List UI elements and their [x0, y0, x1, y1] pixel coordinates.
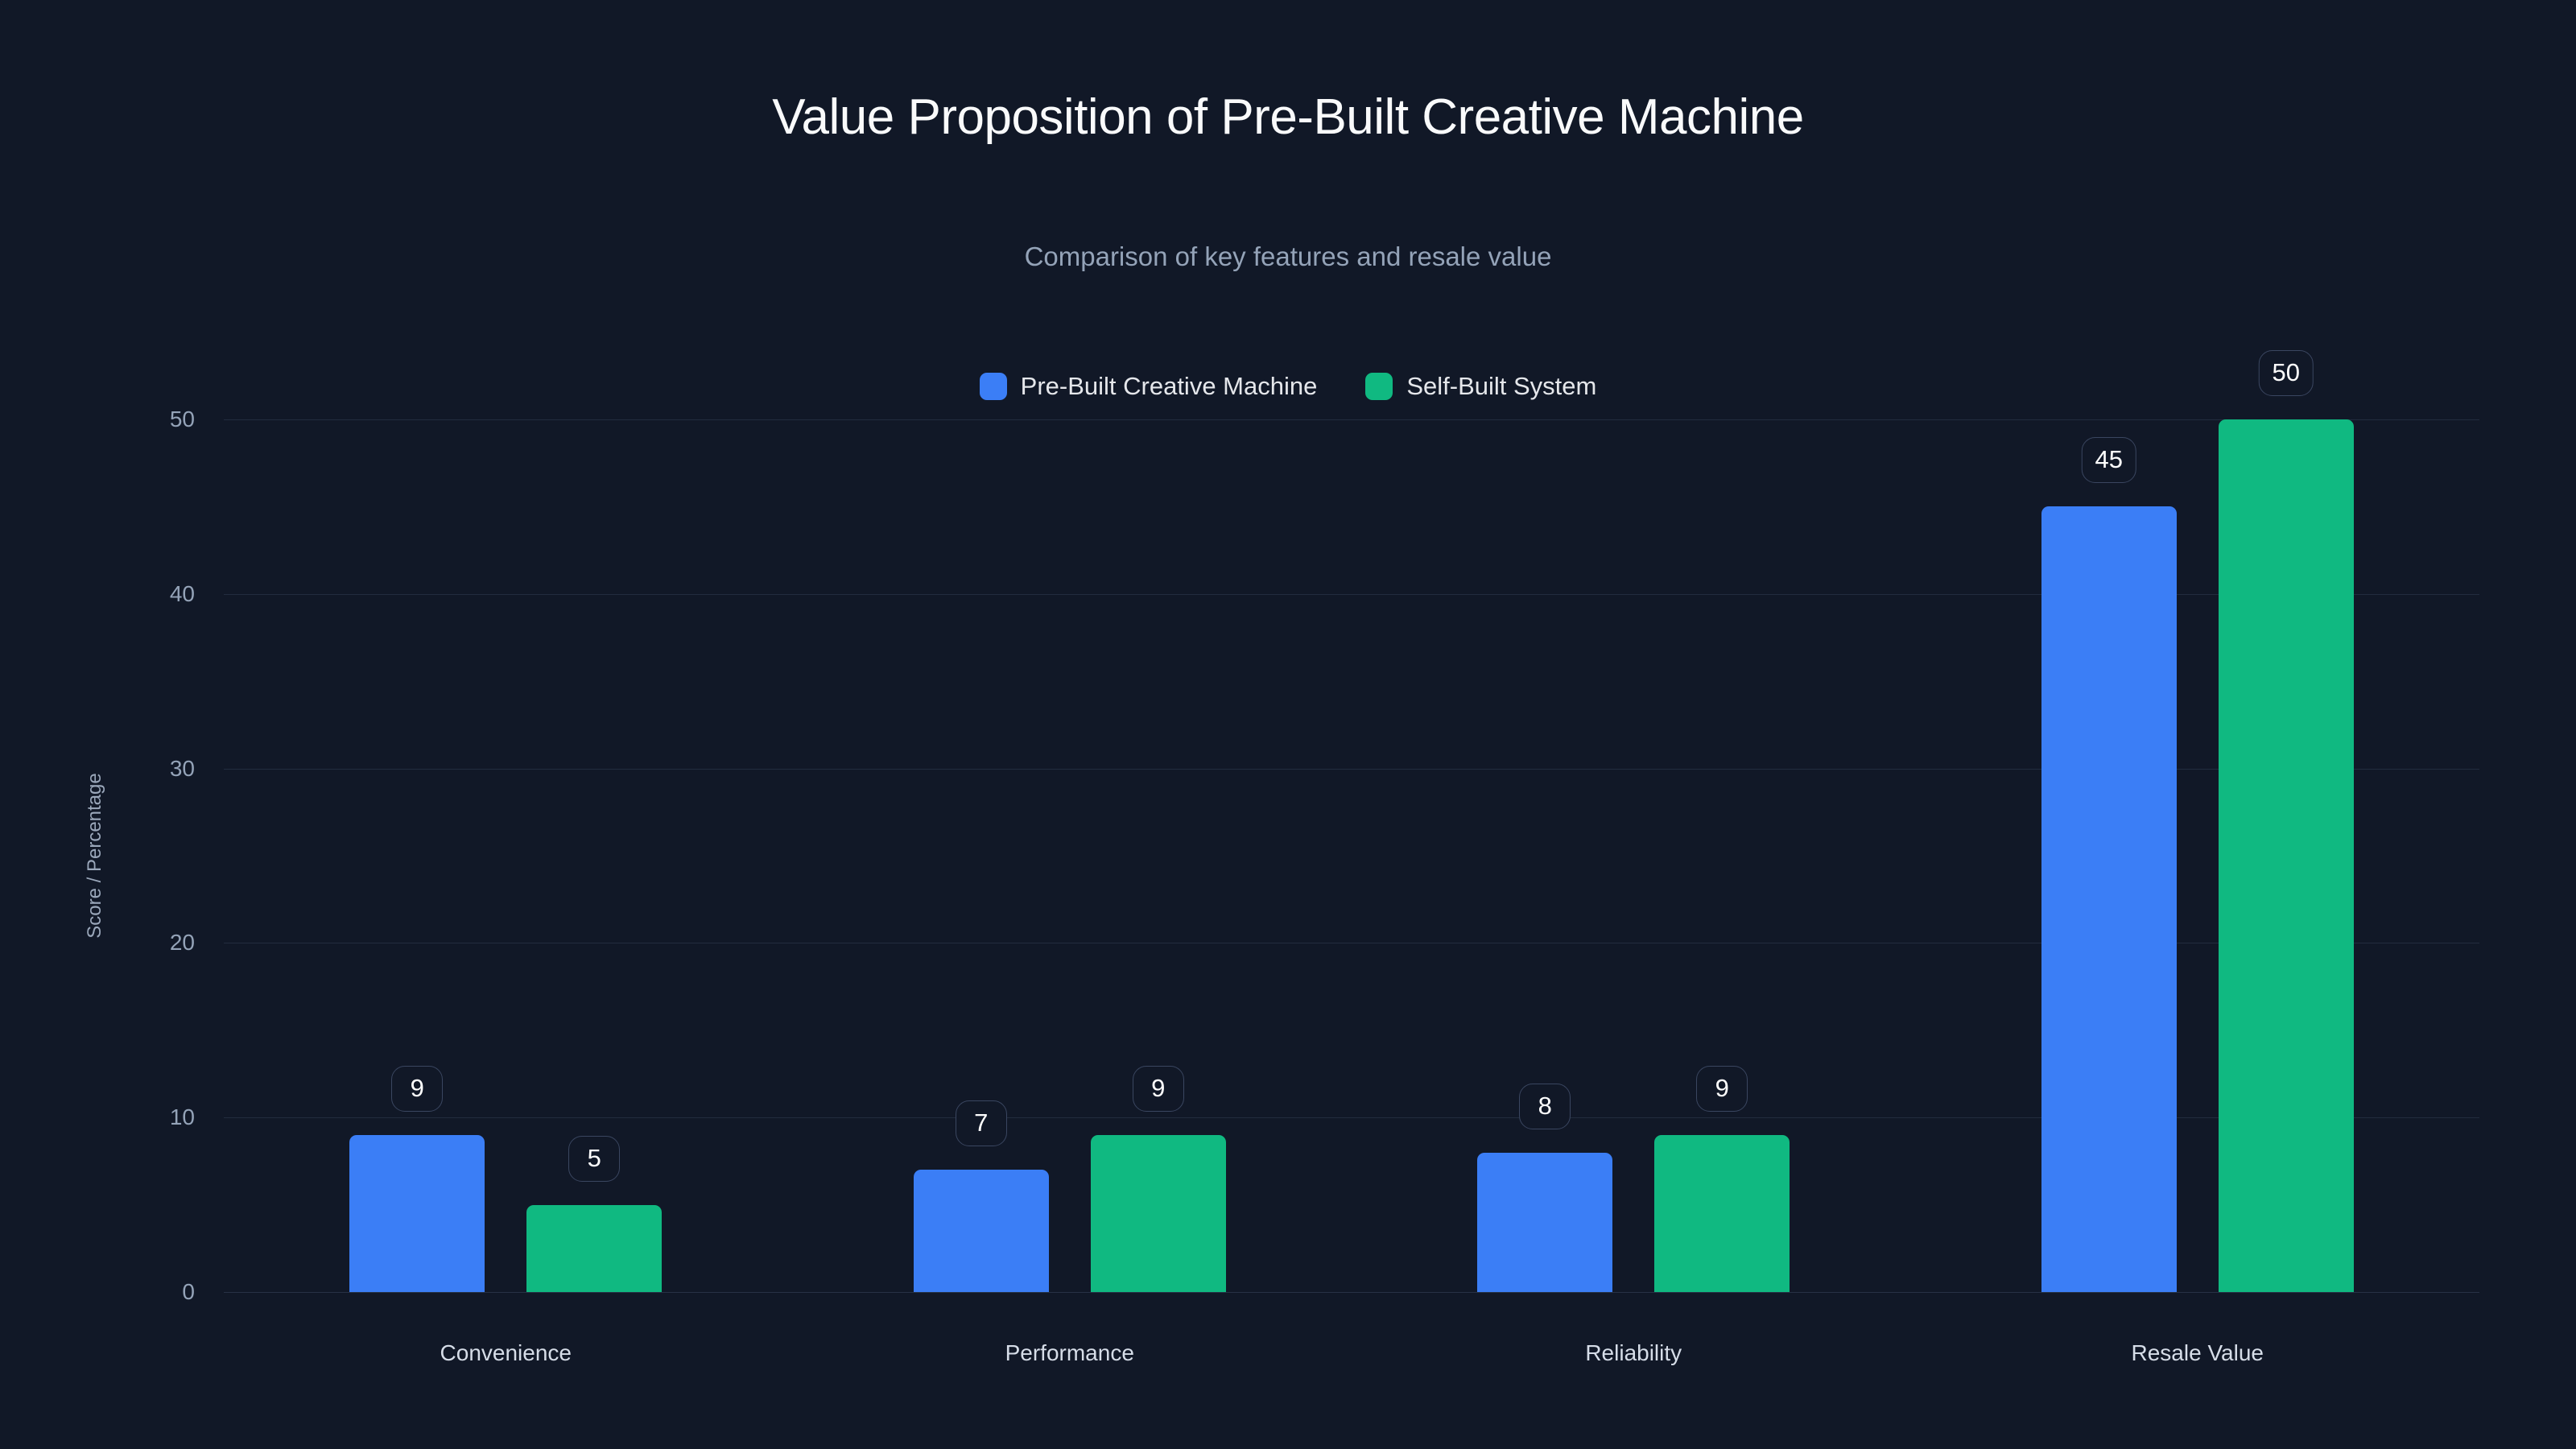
x-axis-label-reliability: Reliability [1585, 1340, 1682, 1365]
value-label: 7 [955, 1100, 1007, 1147]
bar-convenience-pre-built-creative-machine[interactable] [349, 1134, 485, 1292]
legend-swatch-icon [1365, 373, 1393, 400]
bar-reliability-pre-built-creative-machine[interactable] [1477, 1152, 1613, 1292]
y-axis-tick-label: 30 [169, 755, 195, 781]
x-axis-label-resale-value: Resale Value [2131, 1340, 2264, 1365]
legend-swatch-icon [979, 373, 1007, 400]
legend-item-series-1[interactable]: Self-Built System [1365, 372, 1596, 401]
bar-performance-self-built-system[interactable] [1090, 1134, 1226, 1292]
gridline [224, 1117, 2479, 1119]
y-axis-tick-label: 50 [169, 407, 195, 431]
y-axis-tick-label: 40 [169, 580, 195, 606]
y-axis-tick-label: 10 [169, 1104, 195, 1130]
gridline [224, 1292, 2479, 1293]
value-label: 9 [391, 1065, 444, 1112]
bar-resale-value-self-built-system[interactable] [2218, 419, 2354, 1292]
value-label: 8 [1519, 1083, 1571, 1129]
bar-performance-pre-built-creative-machine[interactable] [913, 1170, 1049, 1292]
bar-resale-value-pre-built-creative-machine[interactable] [2041, 506, 2177, 1292]
value-label: 5 [568, 1135, 621, 1182]
bar-convenience-self-built-system[interactable] [526, 1204, 663, 1292]
y-axis-tick-label: 0 [182, 1279, 195, 1304]
value-label: 45 [2081, 437, 2136, 484]
gridline [224, 593, 2479, 595]
chart-legend: Pre-Built Creative Machine Self-Built Sy… [0, 372, 2576, 401]
chart-title: Value Proposition of Pre-Built Creative … [772, 89, 1804, 145]
x-axis-label-performance: Performance [1005, 1340, 1134, 1365]
chart-subtitle: Comparison of key features and resale va… [1024, 242, 1552, 271]
y-axis-tick-label: 20 [169, 930, 195, 956]
plot-area [224, 419, 2479, 1293]
value-label: 50 [2258, 350, 2314, 396]
value-label: 9 [1696, 1065, 1748, 1112]
y-axis-ticks: 0 10 20 30 40 50 [0, 407, 224, 1304]
x-axis-label-convenience: Convenience [440, 1340, 572, 1365]
gridline [224, 768, 2479, 770]
value-label: 9 [1132, 1065, 1184, 1112]
legend-label: Self-Built System [1406, 372, 1597, 400]
legend-label: Pre-Built Creative Machine [1020, 372, 1318, 400]
gridline [224, 419, 2479, 420]
legend-item-series-0[interactable]: Pre-Built Creative Machine [979, 372, 1318, 401]
bar-reliability-self-built-system[interactable] [1654, 1134, 1790, 1292]
